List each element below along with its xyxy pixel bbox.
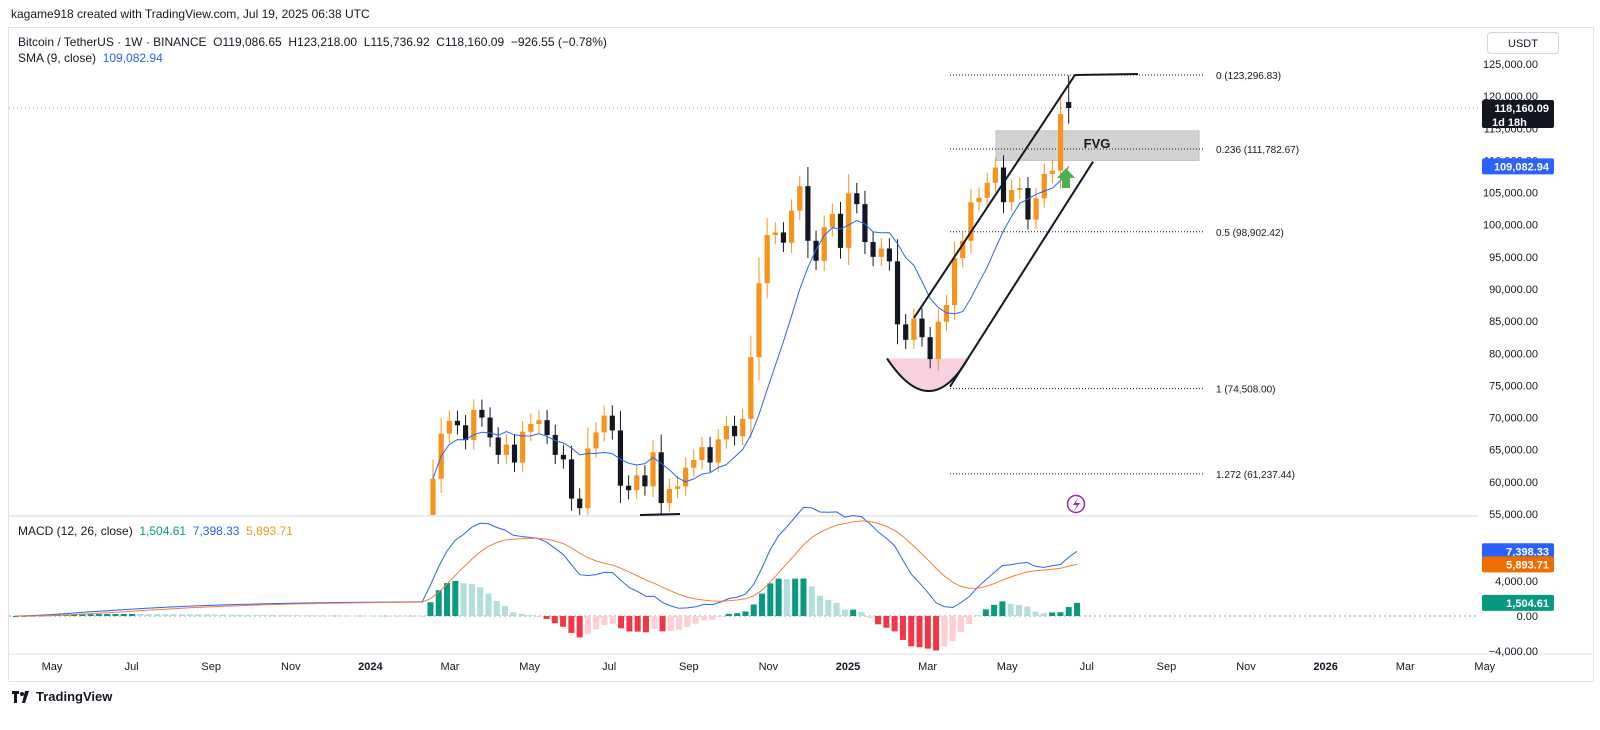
open-value: 119,086.65 (222, 35, 282, 49)
close-value: 118,160.09 (444, 35, 505, 49)
open-label: O (213, 35, 223, 49)
tradingview-logo-icon (12, 690, 29, 703)
tradingview-logo: TradingView (12, 689, 112, 704)
symbol-title[interactable]: Bitcoin / TetherUS · 1W · BINANCE (18, 35, 207, 49)
currency-selector[interactable]: USDT (1487, 32, 1559, 54)
main-legend: Bitcoin / TetherUS · 1W · BINANCE O119,0… (18, 34, 607, 66)
macd-hist-value: 1,504.61 (139, 524, 187, 538)
low-label: L (363, 35, 371, 49)
ohlc-row: Bitcoin / TetherUS · 1W · BINANCE O119,0… (18, 34, 607, 50)
high-label: H (288, 35, 298, 49)
sma-row: SMA (9, close) 109,082.94 (18, 50, 607, 66)
chart-attribution: kagame918 created with TradingView.com, … (11, 7, 370, 21)
chart-frame (8, 27, 1594, 682)
macd-signal-value: 5,893.71 (246, 524, 293, 538)
sma-label[interactable]: SMA (9, close) (18, 51, 97, 65)
brand-name: TradingView (36, 689, 113, 704)
close-label: C (436, 35, 445, 49)
high-value: 123,218.00 (297, 35, 358, 49)
macd-line-value: 7,398.33 (192, 524, 240, 538)
low-value: 115,736.92 (370, 35, 430, 49)
macd-label[interactable]: MACD (12, 26, close) (18, 524, 133, 538)
macd-legend: MACD (12, 26, close) 1,504.61 7,398.33 5… (18, 524, 293, 538)
change-value: −926.55 (−0.78%) (510, 35, 607, 49)
sma-value: 109,082.94 (102, 51, 163, 65)
